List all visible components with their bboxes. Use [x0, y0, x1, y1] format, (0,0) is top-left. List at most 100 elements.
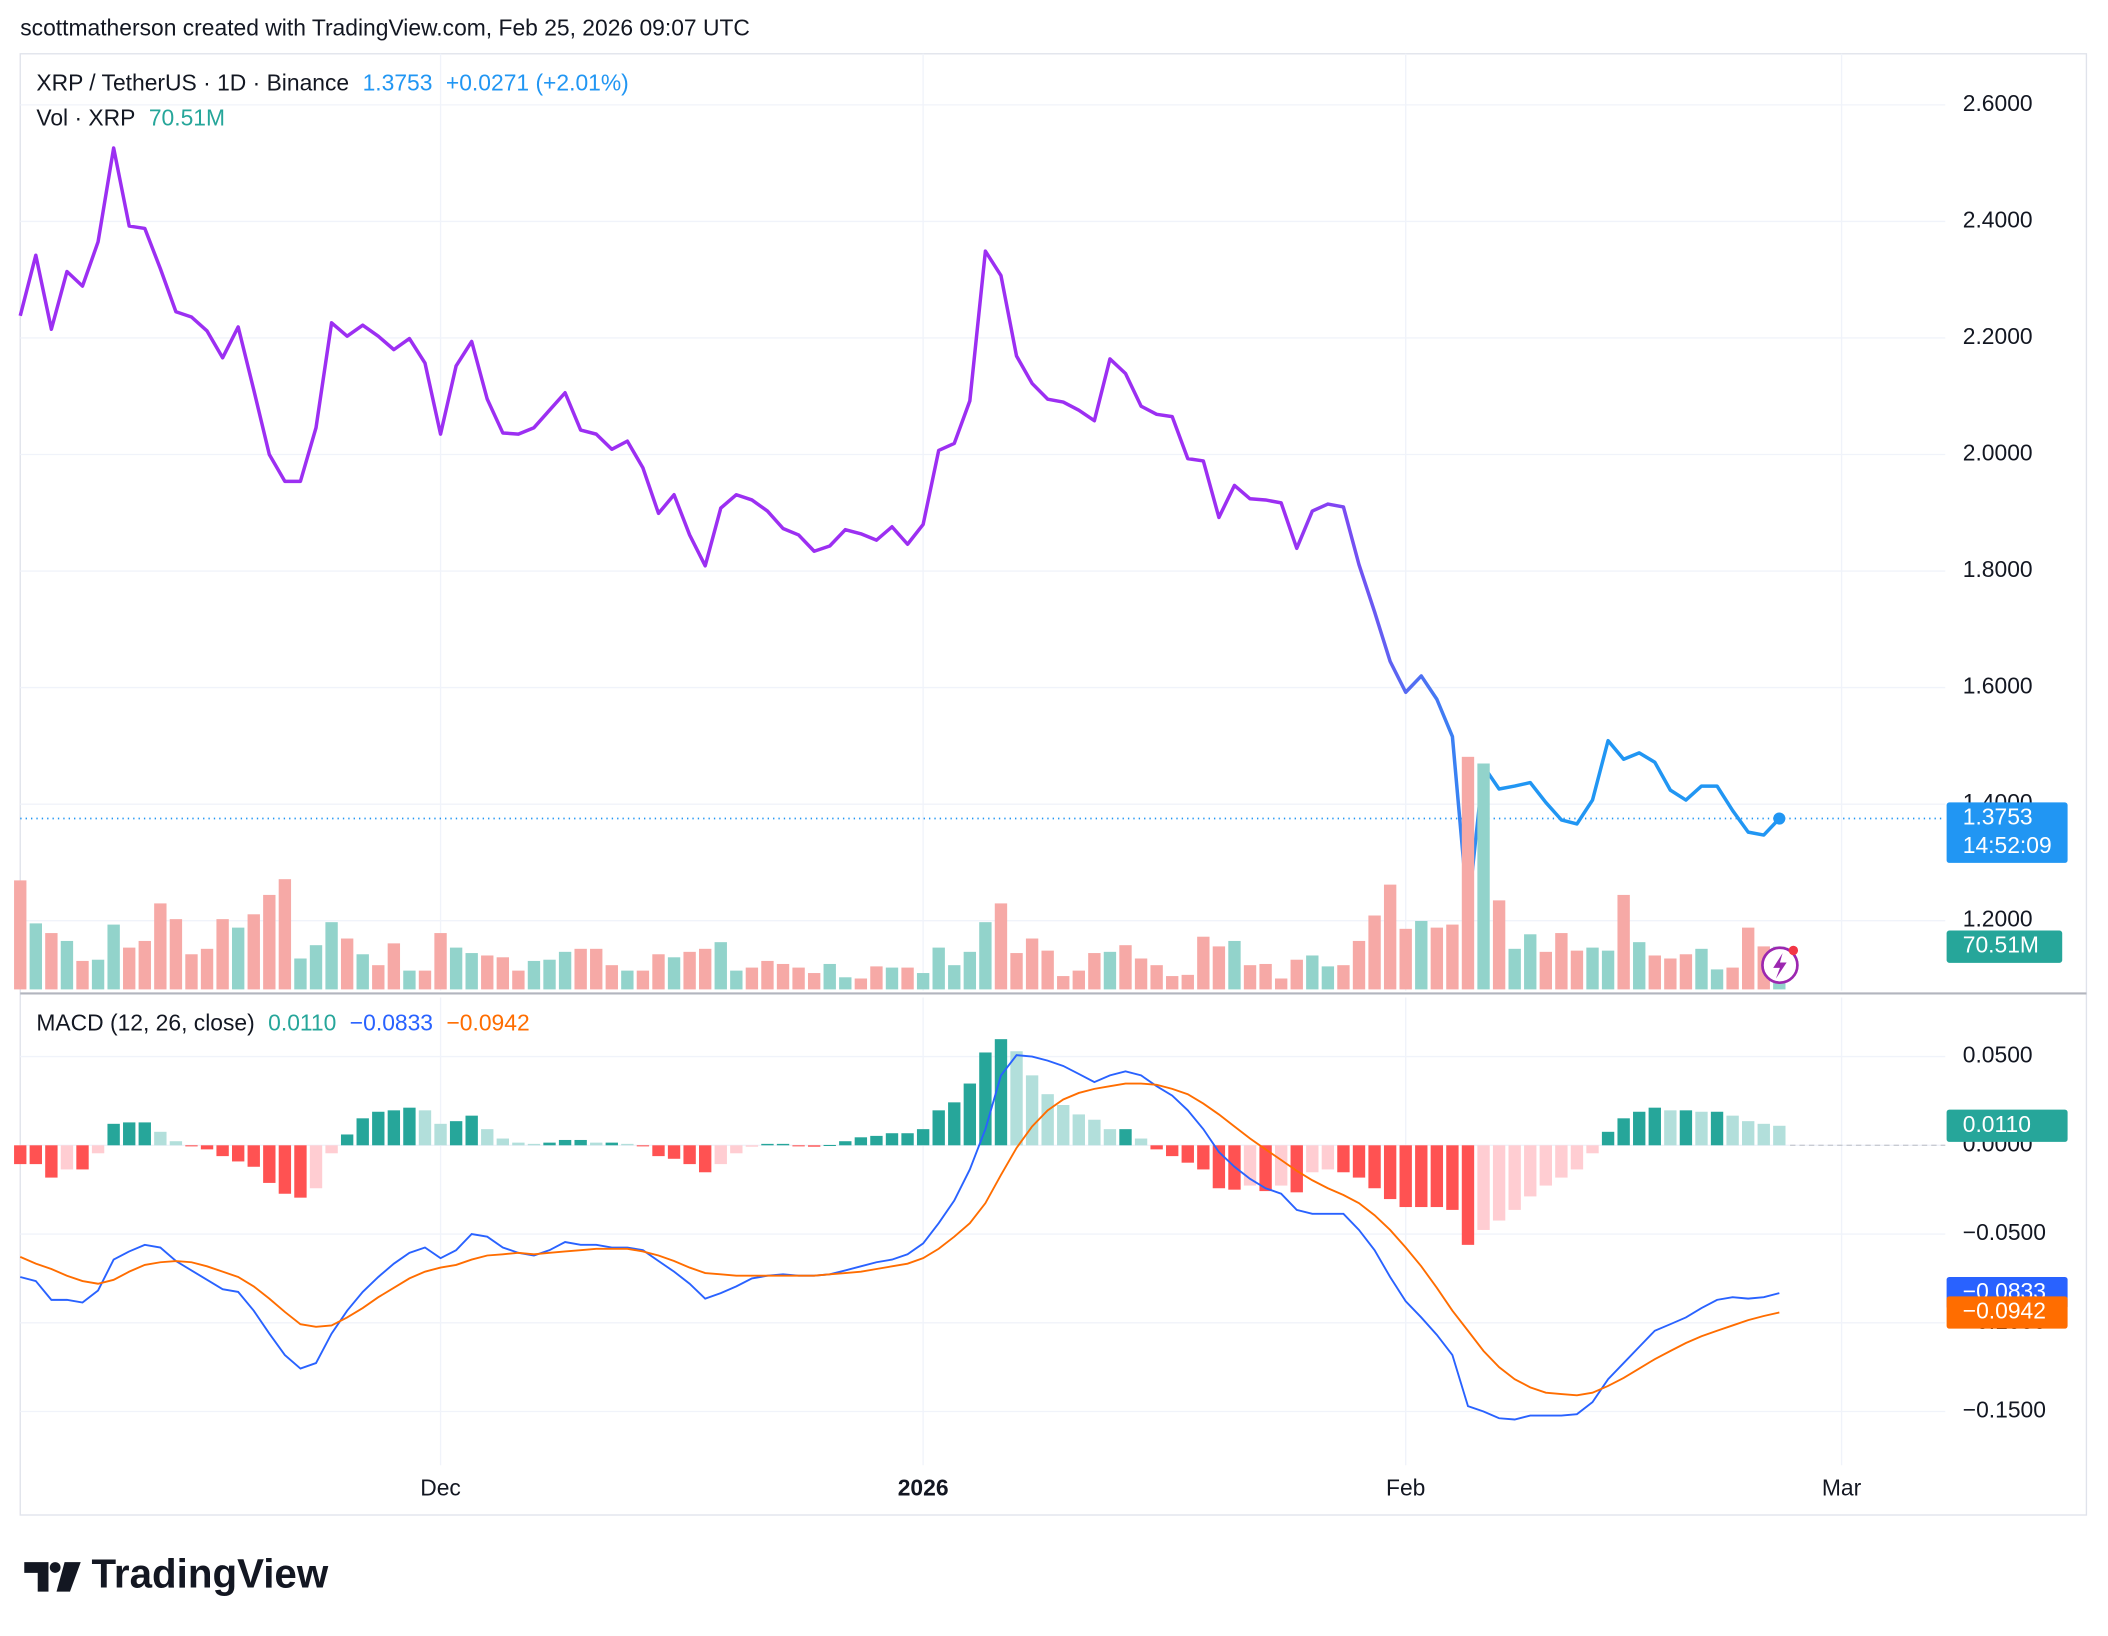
y-tick-label: 1.2000 — [1963, 906, 2033, 932]
macd-histogram-bar — [1742, 1121, 1755, 1146]
volume-bar — [1586, 947, 1599, 990]
volume-bar — [574, 948, 587, 990]
macd-histogram-bar — [1383, 1145, 1397, 1200]
macd-histogram-bar — [1757, 1123, 1770, 1146]
macd-histogram-bar — [1570, 1145, 1584, 1170]
volume-bar — [418, 970, 432, 990]
macd-histogram-bar — [1119, 1129, 1132, 1146]
macd-histogram-bar — [1197, 1145, 1210, 1170]
price-badge-text: 14:52:09 — [1963, 832, 2052, 858]
macd-line — [19, 1082, 1780, 1397]
volume-bar — [807, 973, 821, 990]
macd-histogram-bar — [590, 1142, 603, 1146]
volume-bar — [1290, 959, 1303, 990]
macd-histogram-bar — [216, 1145, 229, 1157]
macd-histogram-bar — [885, 1133, 899, 1146]
volume-bar — [263, 894, 276, 990]
macd-histogram-bar — [1586, 1145, 1599, 1154]
macd-histogram-bar — [309, 1145, 323, 1189]
volume-bar — [792, 967, 805, 990]
volume-bar — [1352, 940, 1366, 990]
volume-bar — [870, 966, 883, 990]
macd-histogram-bar — [123, 1122, 136, 1146]
price-badge — [1946, 802, 2068, 863]
macd-histogram-bar — [1461, 1145, 1475, 1245]
volume-bar — [1119, 945, 1132, 990]
macd-histogram-bar — [1166, 1145, 1179, 1157]
volume-bar — [1633, 942, 1646, 990]
volume-bar — [216, 919, 229, 990]
volume-bar — [1539, 951, 1552, 990]
price-legend: XRP / TetherUS · 1D · Binance 1.3753 +0.02… — [36, 70, 628, 96]
chart-frame — [19, 53, 2088, 1516]
macd-histogram-bar — [1352, 1145, 1366, 1178]
volume-bar — [605, 965, 618, 990]
macd-histogram-bar — [154, 1131, 167, 1146]
alert-icon — [1761, 945, 1799, 985]
volume-bar — [1492, 900, 1506, 990]
macd-badge — [1946, 1296, 2068, 1329]
volume-bar — [45, 933, 58, 990]
macd-histogram-bar — [1057, 1105, 1070, 1146]
macd-histogram-bar — [434, 1123, 447, 1146]
volume-bar — [699, 948, 712, 990]
macd-histogram-bar — [449, 1121, 463, 1146]
macd-histogram-bar — [465, 1115, 478, 1146]
volume-bar — [496, 957, 510, 990]
volume-bar — [1664, 958, 1677, 990]
last-price-dot — [1773, 812, 1786, 825]
macd-histogram-bar — [325, 1145, 338, 1154]
macd-histogram-bar — [652, 1145, 665, 1157]
macd-histogram-bar — [558, 1139, 572, 1146]
macd-histogram-bar — [200, 1145, 214, 1150]
macd-histogram-bar — [574, 1139, 587, 1146]
y-tick-label: 1.6000 — [1963, 673, 2033, 699]
macd-histogram-bar — [745, 1145, 759, 1147]
macd-histogram-bar — [854, 1137, 868, 1146]
macd-histogram-bar — [683, 1145, 696, 1165]
volume-bar — [621, 970, 634, 990]
macd-title: MACD (12, 26, close) — [36, 1009, 254, 1035]
macd-histogram-bar — [340, 1134, 354, 1146]
volume-bar — [1461, 756, 1475, 990]
volume-bar — [387, 943, 401, 990]
macd-histogram-bar — [963, 1083, 977, 1146]
volume-bar — [1742, 927, 1755, 990]
macd-histogram-bar — [263, 1145, 276, 1183]
volume-bar — [1321, 966, 1335, 990]
macd-histogram-bar — [1617, 1118, 1630, 1146]
volume-bar — [1197, 936, 1210, 990]
macd-histogram-bar — [1633, 1111, 1646, 1146]
macd-histogram-bar — [403, 1107, 416, 1146]
volume-bar — [590, 948, 603, 990]
y-tick-label: 2.4000 — [1963, 206, 2033, 232]
macd-histogram-bar — [138, 1122, 151, 1146]
volume-bar — [1555, 933, 1568, 990]
volume-bar — [29, 923, 42, 990]
volume-bar — [667, 957, 681, 990]
macd-histogram-bar — [870, 1135, 883, 1146]
volume-bar — [1228, 940, 1241, 990]
volume-bar — [325, 922, 338, 990]
macd-histogram-bar — [807, 1145, 821, 1147]
macd-histogram-bar — [1150, 1145, 1163, 1150]
macd-histogram-bar — [91, 1145, 105, 1154]
volume-bar — [1679, 954, 1693, 990]
macd-histogram-bar — [231, 1145, 245, 1162]
y-tick-label: 2.2000 — [1963, 323, 2033, 349]
volume-bar — [1088, 953, 1101, 990]
volume-bar — [1368, 915, 1381, 990]
macd-histogram-bar — [792, 1145, 805, 1147]
macd-histogram-bar — [1664, 1110, 1677, 1146]
plot: Dec 2026 Feb Mar1.20001.40001.60001.80002.0… — [14, 53, 2068, 1501]
x-tick-label: Mar — [1822, 1475, 1862, 1501]
macd-histogram-bar — [1726, 1115, 1739, 1146]
volume-bar — [714, 942, 727, 990]
volume-bar — [1570, 950, 1584, 990]
volume-bar — [1430, 927, 1444, 990]
macd-histogram-bar — [621, 1143, 634, 1146]
volume-bar — [309, 945, 323, 990]
volume-bar — [1150, 965, 1163, 990]
macd-histogram-bar — [901, 1133, 914, 1146]
